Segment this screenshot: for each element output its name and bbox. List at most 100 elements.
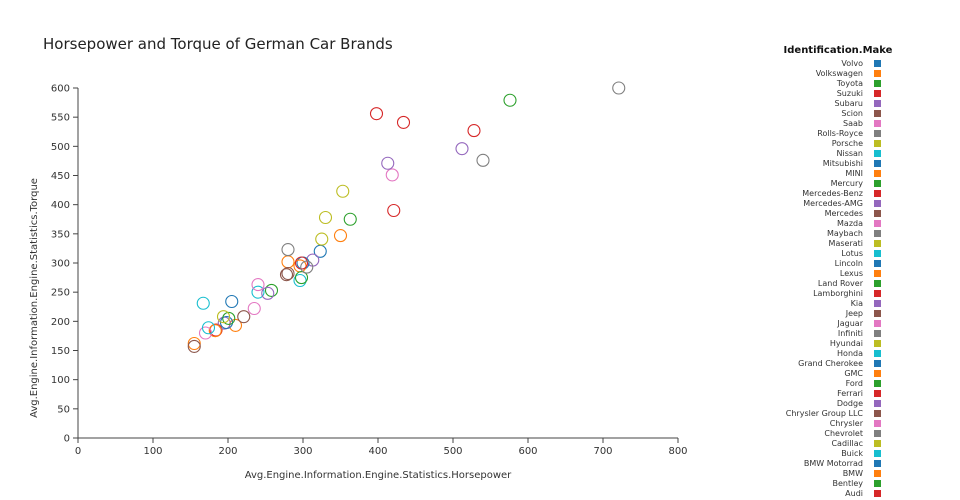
legend-label: Saab xyxy=(843,119,863,128)
legend-label: Land Rover xyxy=(818,279,864,288)
legend-label: Mercedes-Benz xyxy=(802,189,863,198)
legend-swatch xyxy=(874,340,881,347)
legend-swatch xyxy=(874,310,881,317)
data-point xyxy=(343,212,357,226)
legend-swatch xyxy=(874,410,881,417)
legend-label: Volvo xyxy=(841,59,863,68)
legend-label: GMC xyxy=(844,369,863,378)
legend-swatch xyxy=(874,320,881,327)
legend-swatch xyxy=(874,250,881,257)
legend-swatch xyxy=(874,370,881,377)
data-point xyxy=(279,268,294,282)
legend-swatch xyxy=(874,220,881,227)
legend-label: Chrysler Group LLC xyxy=(786,409,864,418)
y-tick-label: 500 xyxy=(51,142,70,153)
legend-label: Chevrolet xyxy=(824,429,863,438)
legend-swatch xyxy=(874,360,881,367)
legend-swatch xyxy=(874,190,881,197)
legend-label: Scion xyxy=(841,109,863,118)
data-point xyxy=(281,255,295,269)
data-point xyxy=(612,81,626,95)
legend-label: Lotus xyxy=(841,249,863,258)
legend-label: Dodge xyxy=(837,399,863,408)
legend-label: Hyundai xyxy=(830,339,863,348)
legend-label: Lincoln xyxy=(835,259,863,268)
legend-swatch xyxy=(874,400,881,407)
y-tick-label: 250 xyxy=(51,288,70,299)
data-point xyxy=(264,283,279,297)
legend-swatch xyxy=(874,420,881,427)
data-point xyxy=(503,93,517,107)
data-point xyxy=(300,260,314,274)
data-point xyxy=(333,229,348,243)
data-point xyxy=(237,310,251,324)
x-axis-ticks: 0 100 200 300 400 500 600 700 800 xyxy=(75,438,688,457)
legend-label: Chrysler xyxy=(830,419,864,428)
y-tick-label: 400 xyxy=(51,200,70,211)
legend-label: Mercury xyxy=(831,179,864,188)
data-point xyxy=(208,324,222,338)
legend-title: Identification.Make xyxy=(784,45,893,56)
legend-swatch xyxy=(874,490,881,497)
data-point xyxy=(196,296,210,310)
legend-swatch xyxy=(874,430,881,437)
legend-label: Suzuki xyxy=(837,89,863,98)
legend-swatch xyxy=(874,390,881,397)
legend-label: Porsche xyxy=(832,139,863,148)
legend-label: Nissan xyxy=(836,149,863,158)
legend-swatch xyxy=(874,150,881,157)
x-tick-label: 100 xyxy=(143,446,162,457)
legend-swatch xyxy=(874,200,881,207)
data-point xyxy=(381,156,395,170)
x-tick-label: 0 xyxy=(75,446,81,457)
legend-swatch xyxy=(874,470,881,477)
legend-swatch xyxy=(874,180,881,187)
legend-label: Maserati xyxy=(829,239,863,248)
x-tick-label: 600 xyxy=(518,446,537,457)
legend-swatch xyxy=(874,80,881,87)
x-tick-label: 400 xyxy=(368,446,387,457)
legend-label: Audi xyxy=(845,489,863,498)
legend-label: Mercedes xyxy=(825,209,863,218)
legend-swatch xyxy=(874,440,881,447)
data-point xyxy=(187,336,201,351)
legend-label: Cadillac xyxy=(831,439,863,448)
legend-swatch xyxy=(874,70,881,77)
legend-label: MINI xyxy=(845,169,863,178)
y-tick-label: 450 xyxy=(51,171,70,182)
data-point xyxy=(385,168,399,182)
legend-swatch xyxy=(874,230,881,237)
data-point xyxy=(281,266,295,281)
legend-label: Ferrari xyxy=(837,389,863,398)
x-tick-label: 800 xyxy=(668,446,687,457)
chart-title: Horsepower and Torque of German Car Bran… xyxy=(43,35,393,53)
legend-label: Buick xyxy=(841,449,863,458)
legend-label: Lamborghini xyxy=(813,289,863,298)
y-tick-label: 550 xyxy=(51,113,70,124)
data-point xyxy=(369,107,384,121)
legend-label: Honda xyxy=(837,349,863,358)
data-point xyxy=(225,294,239,309)
legend-swatch xyxy=(874,280,881,287)
data-point xyxy=(293,273,307,288)
legend-swatch xyxy=(874,290,881,297)
legend-swatch xyxy=(874,140,881,147)
y-tick-label: 200 xyxy=(51,317,70,328)
legend-label: Toyota xyxy=(836,79,863,88)
legend-swatch xyxy=(874,130,881,137)
legend-label: Jeep xyxy=(845,309,863,318)
legend-swatch xyxy=(874,120,881,127)
y-tick-label: 600 xyxy=(51,84,70,95)
legend-label: Maybach xyxy=(827,229,863,238)
legend-swatch xyxy=(874,270,881,277)
data-point xyxy=(187,339,201,353)
data-point xyxy=(294,271,309,285)
legend-label: Mitsubishi xyxy=(823,159,863,168)
x-axis-label: Avg.Engine.Information.Engine.Statistics… xyxy=(245,470,512,481)
legend-label: Mazda xyxy=(837,219,863,228)
x-tick-label: 200 xyxy=(218,446,237,457)
legend-swatch xyxy=(874,170,881,177)
legend-swatch xyxy=(874,460,881,467)
